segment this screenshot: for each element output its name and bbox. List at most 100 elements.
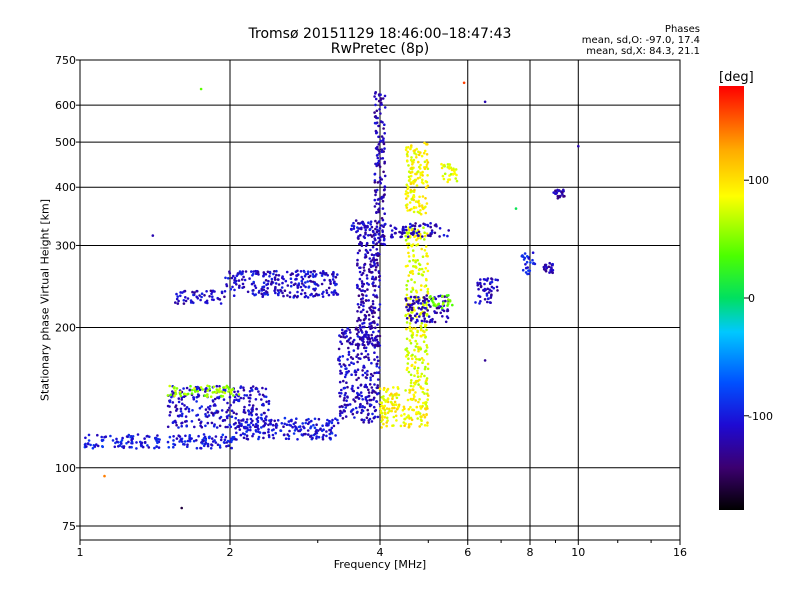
echo-point [417, 160, 420, 164]
echo-point [247, 410, 251, 413]
echo-point [390, 392, 393, 396]
echo-point [561, 191, 564, 194]
echo-point [252, 270, 256, 273]
echo-point [304, 281, 307, 284]
echo-point [356, 345, 360, 348]
echo-point [344, 391, 347, 395]
echo-point [381, 199, 385, 203]
echo-point [252, 289, 255, 292]
echo-point [209, 289, 213, 293]
echo-point [120, 439, 124, 442]
echo-point [381, 229, 384, 232]
echo-point [273, 419, 277, 423]
echo-point [307, 433, 310, 436]
echo-point [158, 438, 161, 441]
echo-point [377, 232, 381, 236]
echo-point [231, 285, 234, 289]
echo-point [274, 431, 278, 435]
echo-point [419, 151, 422, 154]
echo-point [416, 417, 420, 420]
echo-point [383, 94, 387, 98]
echo-point [219, 438, 223, 442]
echo-point [409, 314, 412, 318]
echo-point [197, 395, 200, 398]
echo-point [209, 404, 212, 408]
echo-point [275, 273, 278, 277]
echo-point [232, 294, 236, 298]
echo-point [249, 393, 252, 397]
echo-point [352, 362, 356, 366]
echo-point [189, 301, 193, 304]
echo-point [489, 296, 493, 299]
echo-point [373, 173, 377, 176]
echo-point [411, 190, 414, 193]
echo-point [435, 224, 438, 228]
echo-point [373, 95, 376, 98]
echo-point [262, 411, 266, 415]
echo-point [143, 437, 146, 440]
echo-point [330, 432, 334, 435]
echo-point [222, 441, 226, 444]
echo-point [364, 371, 367, 375]
echo-point [296, 290, 299, 294]
echo-point [411, 272, 415, 276]
echo-point [426, 292, 430, 295]
echo-point [377, 220, 381, 223]
echo-point [266, 270, 270, 274]
echo-point [425, 165, 428, 169]
echo-point [364, 231, 367, 234]
echo-point [350, 361, 353, 365]
echo-point [348, 328, 351, 332]
echo-point [489, 301, 492, 305]
echo-point [265, 291, 269, 294]
y-tick-label: 750 [55, 54, 76, 67]
echo-point [376, 181, 380, 184]
echo-point [273, 270, 276, 273]
echo-point [275, 424, 279, 427]
echo-point [356, 236, 360, 240]
echo-point [376, 384, 380, 387]
echo-point [370, 420, 374, 423]
echo-point [228, 395, 232, 399]
echo-point [173, 419, 177, 423]
echo-point [233, 390, 236, 394]
echo-point [420, 319, 424, 323]
echo-point [262, 288, 266, 292]
echo-point [365, 310, 369, 314]
echo-point [447, 294, 450, 297]
echo-point [248, 423, 251, 427]
echo-point [300, 275, 304, 279]
echo-point [409, 158, 413, 162]
echo-point [192, 398, 196, 401]
echo-point [363, 289, 367, 293]
echo-point [253, 425, 257, 429]
echo-point [280, 286, 284, 289]
echo-point [462, 81, 466, 85]
echo-point [213, 397, 217, 401]
echo-point [379, 235, 382, 239]
echo-point [366, 402, 369, 405]
echo-point [364, 330, 368, 334]
echo-point [199, 298, 202, 302]
echo-point [413, 296, 417, 299]
echo-point [360, 244, 364, 247]
echo-point [365, 416, 369, 420]
echo-point [189, 437, 192, 441]
echo-point [358, 287, 361, 291]
echo-point [342, 363, 346, 366]
echo-point [408, 208, 412, 212]
echo-point [326, 274, 330, 277]
echo-point [417, 301, 420, 305]
echo-point [233, 399, 236, 402]
echo-point [184, 415, 188, 418]
echo-point [521, 268, 525, 272]
echo-point [357, 357, 361, 360]
echo-point [405, 293, 409, 297]
echo-point [423, 311, 426, 315]
echo-point [254, 398, 258, 401]
echo-point [363, 356, 366, 359]
echo-point [478, 295, 482, 299]
echo-point [373, 198, 377, 202]
echo-point [378, 165, 382, 168]
echo-point [483, 298, 487, 301]
